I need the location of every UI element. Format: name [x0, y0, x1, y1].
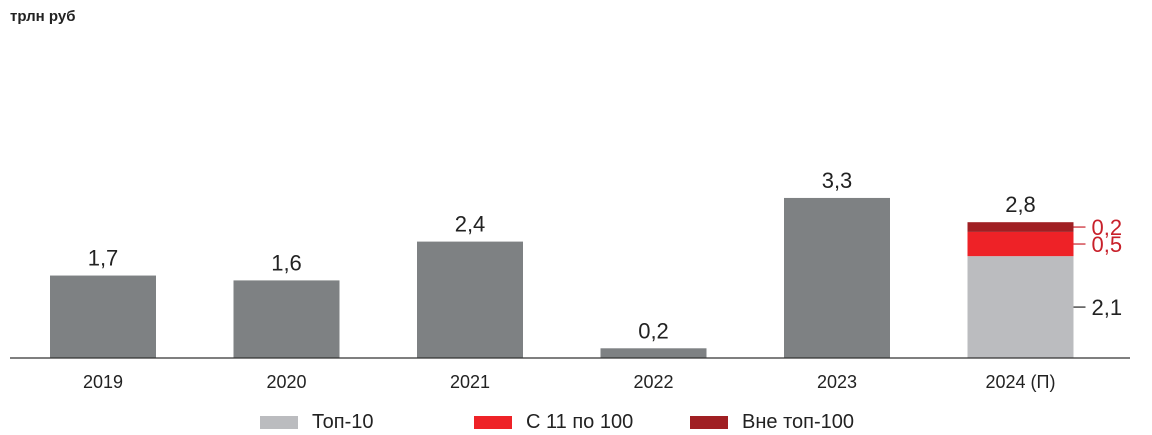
- x-tick-label-2022: 2022: [633, 372, 673, 392]
- bar-value-label-2023: 3,3: [822, 168, 853, 193]
- segment-value-label-1: 0,5: [1092, 232, 1123, 257]
- bar-2019: [50, 275, 156, 358]
- legend-label-outside100: Вне топ-100: [742, 411, 854, 433]
- legend-swatch-top10: [260, 416, 298, 429]
- legend-label-11-100: С 11 по 100: [526, 411, 634, 433]
- bar-2021: [417, 241, 523, 358]
- x-tick-label-2021: 2021: [450, 372, 490, 392]
- x-tick-label-2024: 2024 (П): [986, 372, 1056, 392]
- bar-2023: [784, 197, 890, 358]
- bar-segment-0: [967, 256, 1074, 358]
- bar-segment-1: [967, 231, 1074, 257]
- bar-value-label-2021: 2,4: [455, 212, 486, 237]
- bar-chart: 1,7 2019 1,6 2020 2,4 2021 0,2 2022 3,3 2023 2,1 0,…: [10, 168, 1130, 392]
- legend-swatch-outside100: [690, 416, 728, 429]
- bar-value-label-2019: 1,7: [88, 246, 119, 271]
- x-tick-label-2023: 2023: [817, 372, 857, 392]
- x-tick-label-2020: 2020: [266, 372, 306, 392]
- bar-2022: [600, 348, 707, 358]
- bar-value-label-2022: 0,2: [638, 318, 669, 343]
- segment-value-label-0: 2,1: [1092, 295, 1123, 320]
- legend-label-top10: Топ-10: [312, 411, 374, 433]
- legend-item-outside100: Вне топ-100: [690, 411, 854, 434]
- legend-item-11-100: С 11 по 100: [474, 411, 633, 434]
- unit-label: трлн руб: [10, 8, 76, 25]
- bar-value-label-2024: 2,8: [1005, 192, 1036, 217]
- chart-legend: Топ-10 С 11 по 100 Вне топ-100: [0, 411, 1152, 435]
- bar-segment-2: [967, 222, 1074, 232]
- bar-2020: [233, 280, 340, 358]
- x-tick-label-2019: 2019: [83, 372, 123, 392]
- segment-value-label-2: 0,2: [1092, 215, 1123, 240]
- bar-value-label-2020: 1,6: [271, 250, 302, 275]
- legend-swatch-11-100: [474, 416, 512, 429]
- legend-item-top10: Топ-10: [260, 411, 374, 434]
